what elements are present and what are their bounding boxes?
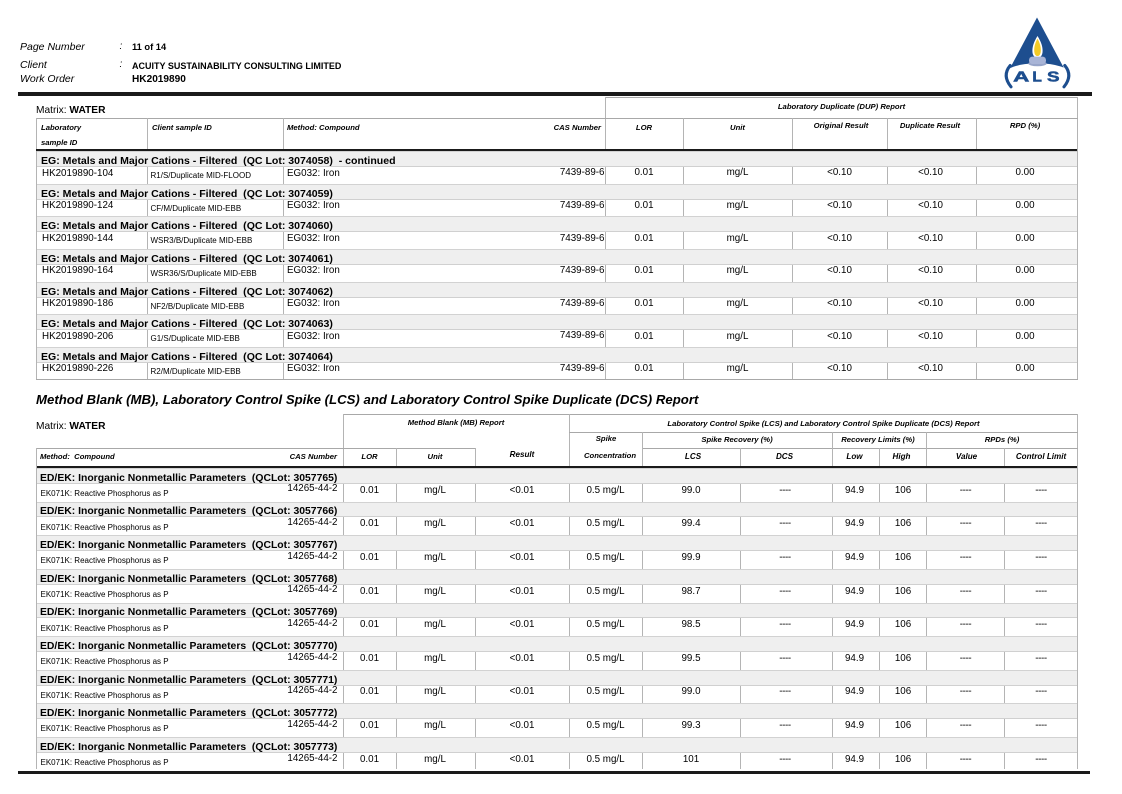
svg-text:L: L xyxy=(1032,69,1042,85)
svg-text:S: S xyxy=(1047,69,1060,85)
svg-text:A: A xyxy=(1013,69,1030,85)
